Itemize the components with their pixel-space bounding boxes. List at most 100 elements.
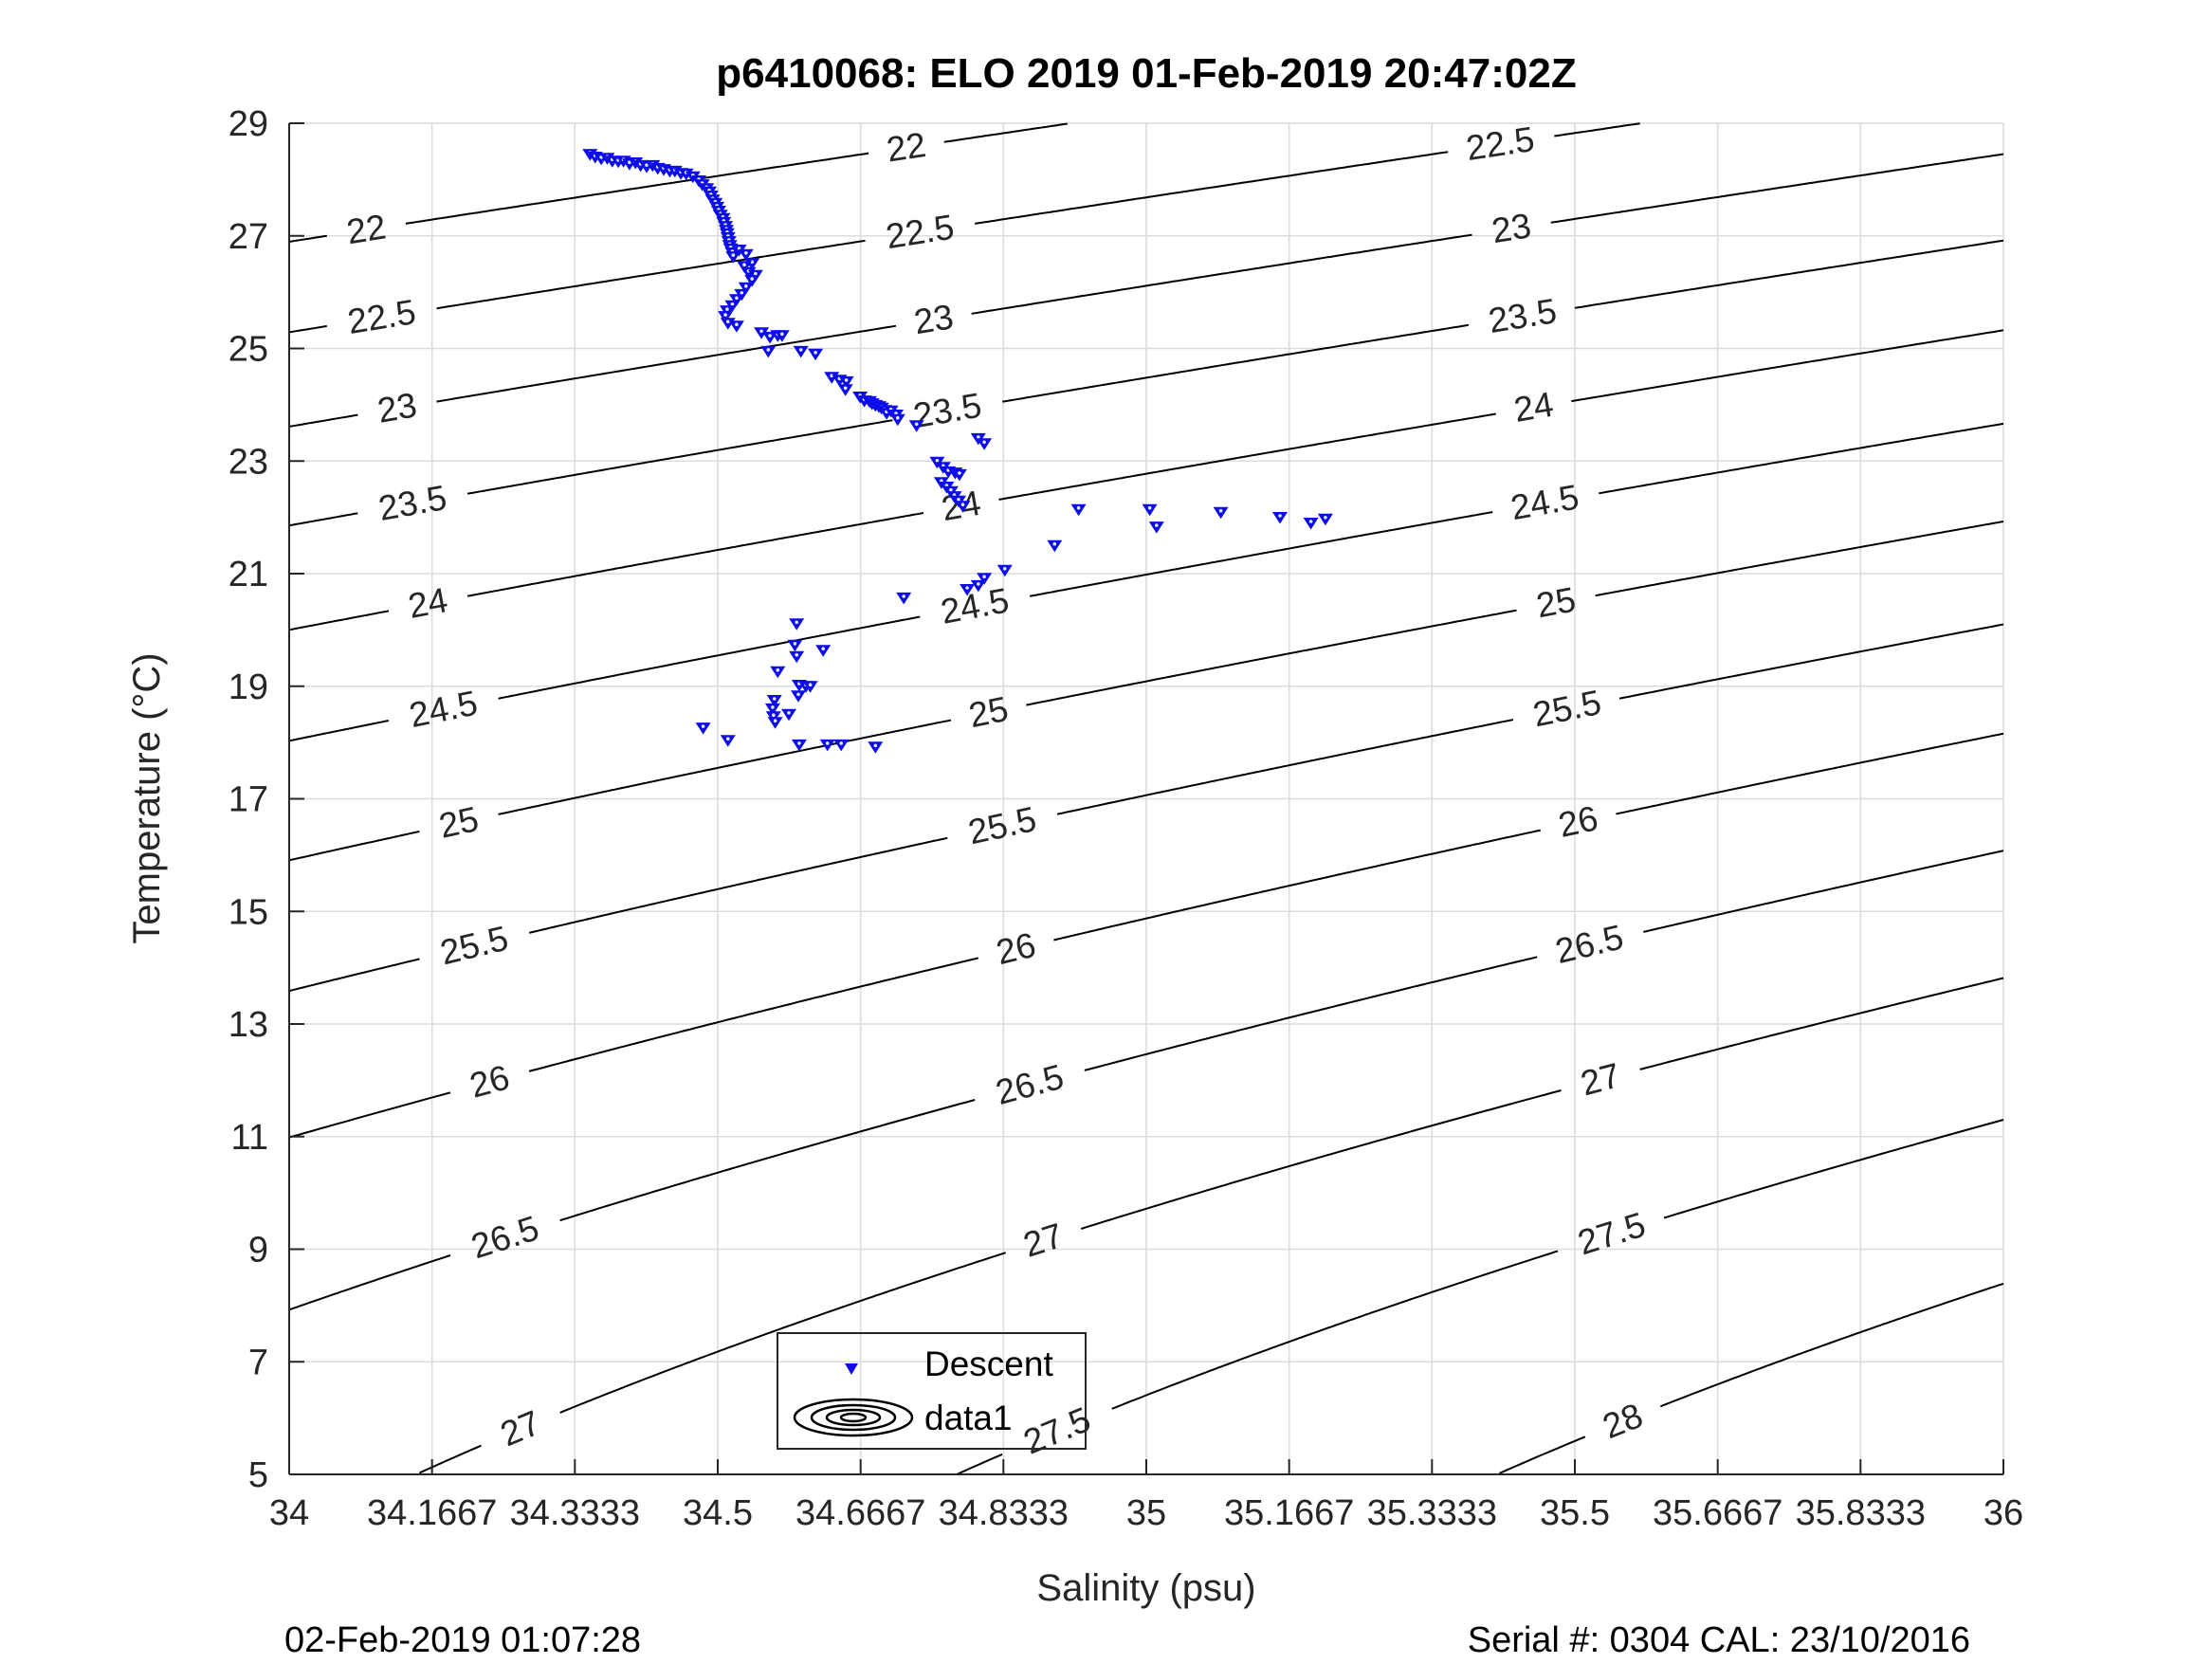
data-point-marker xyxy=(889,413,905,427)
triangle-down-icon xyxy=(837,384,853,396)
triangle-down-icon xyxy=(960,584,976,596)
marker-center-dot xyxy=(725,307,729,311)
contour-label: 22 xyxy=(344,207,389,251)
contour-line xyxy=(436,239,866,310)
data-point-marker xyxy=(744,275,760,287)
triangle-down-icon xyxy=(802,681,818,693)
marker-center-dot xyxy=(744,251,748,255)
legend-box xyxy=(777,1332,1087,1450)
y-tick-label: 29 xyxy=(229,104,268,144)
y-tick-label: 7 xyxy=(248,1343,268,1382)
contour-line xyxy=(1643,850,2004,933)
data-point-marker xyxy=(1303,518,1319,530)
data-point-marker xyxy=(760,345,777,358)
triangle-down-icon xyxy=(791,690,806,703)
data-point-marker xyxy=(789,618,805,631)
data-point-marker xyxy=(1047,539,1063,553)
triangle-down-icon xyxy=(1142,503,1158,517)
contour-line xyxy=(1660,1282,2004,1408)
contour-line xyxy=(288,324,327,334)
contour-line xyxy=(1554,122,1640,137)
data-point-marker xyxy=(1272,512,1288,524)
triangle-down-icon xyxy=(955,501,971,513)
triangle-down-icon xyxy=(738,282,754,295)
triangle-down-icon xyxy=(725,251,741,264)
data-point-marker xyxy=(837,384,853,396)
data-point-marker xyxy=(770,666,786,679)
data-point-marker xyxy=(838,375,854,389)
data-point-marker xyxy=(1142,503,1158,517)
contour-label: 27 xyxy=(1577,1055,1624,1103)
data-point-marker xyxy=(951,468,967,482)
contour-label: 26.5 xyxy=(466,1208,543,1266)
contour-label: 23 xyxy=(911,297,956,341)
marker-center-dot xyxy=(787,711,791,715)
triangle-down-icon xyxy=(908,420,924,432)
y-tick-label: 25 xyxy=(229,330,268,370)
x-tick-label: 36 xyxy=(1983,1493,2023,1533)
data-point-marker xyxy=(896,592,912,605)
triangle-down-icon xyxy=(728,320,744,333)
marker-center-dot xyxy=(793,642,797,646)
tick-labels-layer: 34 34.1667 34.3333 34.5 34.6667 34.8333 35 35.1… xyxy=(229,104,2023,1533)
marker-center-dot xyxy=(1003,567,1007,571)
contour-label: 26 xyxy=(1555,798,1601,845)
contour-line xyxy=(1029,511,1493,597)
marker-center-dot xyxy=(795,652,798,657)
contour-line xyxy=(1616,732,2004,815)
marker-center-dot xyxy=(844,378,849,382)
contour-line xyxy=(528,957,979,1072)
marker-center-dot xyxy=(1052,541,1057,546)
marker-center-dot xyxy=(982,440,986,445)
contour-line xyxy=(1618,623,2004,700)
triangle-down-icon xyxy=(737,261,752,273)
triangle-down-icon xyxy=(951,468,967,482)
contour-line xyxy=(1056,719,1514,815)
triangle-down-icon xyxy=(770,666,786,679)
contour-label: 23 xyxy=(375,385,419,430)
contour-line xyxy=(498,615,921,700)
x-tick-label: 34 xyxy=(269,1493,309,1533)
scatter-markers-layer xyxy=(582,149,1333,754)
y-axis-label: Temperature (°C) xyxy=(126,652,168,943)
contour-lines-layer xyxy=(288,122,2004,1475)
marker-center-dot xyxy=(726,737,730,741)
contour-label: 27 xyxy=(495,1403,546,1454)
contour-label: 22.5 xyxy=(884,208,957,257)
triangle-down-icon xyxy=(789,618,805,631)
contour-line xyxy=(943,122,1068,143)
triangle-down-icon xyxy=(996,564,1013,577)
data-point-marker xyxy=(764,703,780,716)
contour-label: 24.5 xyxy=(938,580,1012,631)
data-point-marker xyxy=(977,438,993,450)
data-point-marker xyxy=(695,722,711,735)
contour-label: 24 xyxy=(1511,385,1556,430)
data-point-marker xyxy=(1070,503,1087,517)
contour-line xyxy=(288,234,327,243)
marker-center-dot xyxy=(780,332,784,337)
triangle-down-icon xyxy=(1213,506,1229,520)
marker-center-dot xyxy=(735,322,739,326)
contour-line xyxy=(288,413,358,428)
marker-center-dot xyxy=(772,713,776,717)
contour-label: 22.5 xyxy=(1464,119,1537,168)
contour-label: 22.5 xyxy=(345,292,419,341)
marker-center-dot xyxy=(744,284,748,288)
data-point-marker xyxy=(725,251,741,264)
contour-label: 25.5 xyxy=(964,799,1039,851)
data-point-marker xyxy=(766,695,782,707)
marker-center-dot xyxy=(982,575,986,578)
marker-center-dot xyxy=(776,667,780,672)
x-tick-label: 34.6667 xyxy=(795,1493,925,1533)
x-axis-label: Salinity (psu) xyxy=(1036,1567,1255,1609)
contour-label: 23.5 xyxy=(1486,291,1560,340)
triangle-down-icon xyxy=(764,703,780,716)
data-point-marker xyxy=(728,294,744,306)
contour-label: 23 xyxy=(1490,206,1534,250)
contour-line xyxy=(1639,977,2004,1070)
triangle-down-icon xyxy=(789,650,805,664)
contour-line xyxy=(288,1091,451,1139)
data-point-marker xyxy=(791,739,807,752)
marker-center-dot xyxy=(731,253,736,257)
